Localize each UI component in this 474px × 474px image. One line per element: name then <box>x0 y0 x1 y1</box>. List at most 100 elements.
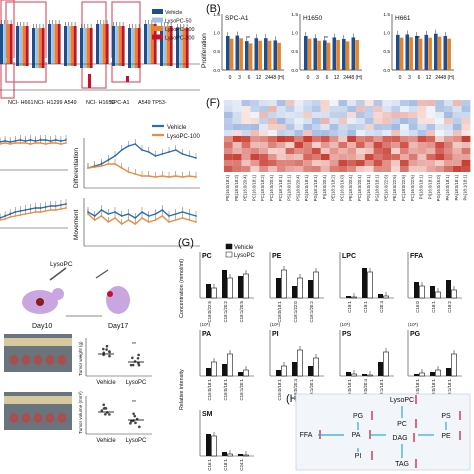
bar <box>134 28 138 68</box>
heatmap-cell <box>285 112 295 118</box>
pathway-node: PI <box>355 453 362 460</box>
heatmap-cell <box>329 154 339 160</box>
heatmap-column-label: PI(18:0/20:4) <box>322 174 327 199</box>
heatmap-cell <box>329 106 339 112</box>
heatmap-cell <box>417 160 427 166</box>
bar <box>326 42 331 70</box>
heatmap-cell <box>444 100 453 106</box>
tumor-mark <box>107 291 113 297</box>
y-axis-label: Differentiation <box>73 148 80 188</box>
bar <box>102 24 106 64</box>
bar <box>19 26 23 66</box>
heatmap-cell <box>347 148 356 154</box>
heatmap-cell <box>303 154 312 160</box>
panel-f-label: (F) <box>206 97 220 109</box>
group-label: Vehicle <box>96 438 116 444</box>
bar <box>362 374 367 376</box>
heatmap-cell <box>347 136 356 142</box>
bar <box>86 28 90 68</box>
heatmap-cell <box>444 130 453 136</box>
bar <box>115 26 119 66</box>
heatmap-cell <box>224 154 233 160</box>
bar <box>355 40 359 70</box>
panel-f: (F) PE(16:0/18:1) PE(18:0/18:2) PE(16:0/20… <box>206 97 471 201</box>
heatmap-cell <box>347 118 356 124</box>
bar <box>6 24 10 64</box>
heatmap-cell <box>312 148 321 154</box>
heatmap-cell <box>268 130 277 136</box>
heatmap-cell <box>241 124 251 130</box>
heatmap-cell <box>232 100 242 106</box>
heatmap-cell <box>329 130 339 136</box>
heatmap-cell <box>408 130 418 136</box>
heatmap-cell <box>224 136 233 142</box>
heatmap-cell <box>285 160 295 166</box>
tumor-sample <box>33 413 43 423</box>
heatmap-cell <box>373 118 383 124</box>
heatmap-cell <box>320 160 330 166</box>
bar <box>313 271 319 299</box>
heatmap-cell <box>285 106 295 112</box>
heatmap-cell <box>312 130 321 136</box>
legend-swatch <box>152 17 163 23</box>
x-tick-label: C18:1 <box>431 300 436 312</box>
heatmap-cell <box>312 160 321 166</box>
bar <box>211 435 217 457</box>
heatmap-cell <box>303 100 312 106</box>
legend-label: Vehicle <box>234 245 254 251</box>
axis-exponent: (10⁵) <box>200 322 211 327</box>
heatmap-column-label: PI(18:0/18:1) <box>419 174 424 199</box>
heatmap-cell <box>250 106 260 112</box>
heatmap-cell <box>426 166 436 172</box>
y-axis-label: Tumor volume (mm³) <box>78 391 83 434</box>
bar <box>430 286 435 298</box>
bar <box>67 26 71 66</box>
heatmap-column-label: PC(16:0/22:6) <box>410 174 415 201</box>
heatmap-cell <box>241 154 251 160</box>
heatmap-cell <box>303 136 312 142</box>
heatmap-cell <box>276 136 286 142</box>
legend-label: LysoPC-100 <box>165 27 194 33</box>
heatmap-cell <box>356 148 365 154</box>
heatmap-cell <box>276 118 286 124</box>
axis-exponent: (10⁶) <box>270 322 281 327</box>
heatmap-cell <box>444 154 453 160</box>
x-tick-label: C16:0/18:1 <box>207 378 212 400</box>
heatmap-cell <box>276 142 286 148</box>
significance-mark: ** <box>416 36 420 42</box>
tumor-sample <box>21 413 31 423</box>
heatmap-cell <box>417 118 427 124</box>
bar <box>323 40 327 70</box>
x-tick-label: 0 <box>399 75 402 81</box>
tumor-sample <box>45 355 55 365</box>
heatmap-cell <box>444 106 453 112</box>
heatmap-cell <box>320 112 330 118</box>
heatmap-cell <box>400 118 409 124</box>
day-label: Day10 <box>32 323 52 330</box>
heatmap-cell <box>400 160 409 166</box>
bar <box>435 291 441 299</box>
heatmap-cell <box>259 160 268 166</box>
bar <box>351 373 357 377</box>
heatmap-cell <box>382 148 392 154</box>
heatmap-cell <box>391 106 400 112</box>
heatmap-cell <box>303 112 312 118</box>
heatmap-cell <box>224 166 233 172</box>
heatmap-cell <box>276 166 286 172</box>
heatmap-cell <box>356 100 365 106</box>
bar <box>163 26 167 66</box>
heatmap-cell <box>268 124 277 130</box>
heatmap-cell <box>373 124 383 130</box>
pathway-box <box>295 393 471 471</box>
x-tick-label: C24:1 <box>239 458 244 470</box>
heatmap-cell <box>373 106 383 112</box>
heatmap-cell <box>268 112 277 118</box>
heatmap-cell <box>417 136 427 142</box>
heatmap-cell <box>329 160 339 166</box>
bar <box>3 24 7 64</box>
bar <box>211 287 217 299</box>
series-line <box>0 142 67 145</box>
bar <box>405 34 410 70</box>
heatmap-cell <box>461 148 471 154</box>
pathway-node: PS <box>441 413 451 420</box>
